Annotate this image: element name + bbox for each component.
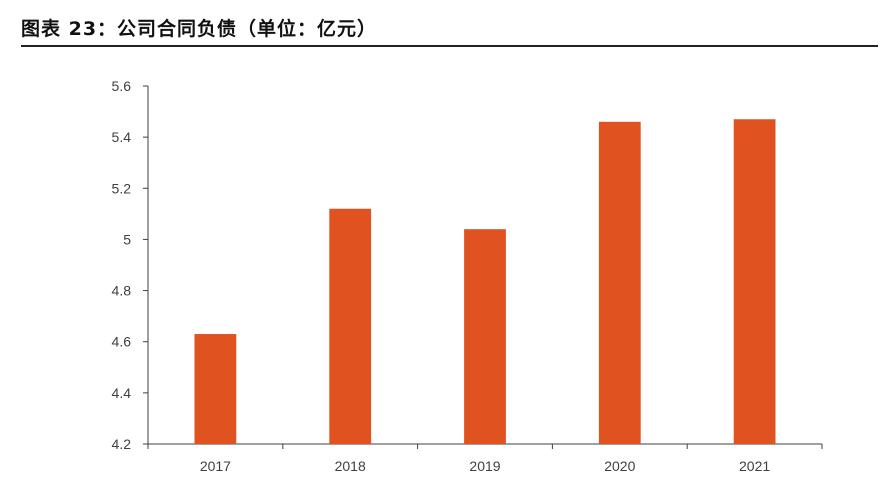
bar — [598, 121, 641, 445]
y-tick-label: 5.6 — [112, 78, 132, 94]
x-tick-label: 2017 — [200, 458, 231, 474]
y-tick-label: 4.8 — [112, 283, 132, 299]
figure-title: 图表 23：公司合同负债（单位：亿元） — [21, 18, 378, 40]
y-tick-label: 4.6 — [112, 334, 132, 350]
title-divider — [21, 45, 878, 47]
y-tick-label: 5.4 — [112, 129, 132, 145]
bars — [194, 119, 776, 445]
bar — [733, 119, 776, 444]
x-tick-label: 2020 — [604, 458, 635, 474]
bar — [329, 208, 372, 444]
x-tick-label: 2018 — [335, 458, 366, 474]
x-tick-label: 2021 — [739, 458, 770, 474]
bar — [464, 229, 506, 444]
bar — [194, 334, 237, 444]
y-tick-label: 4.4 — [112, 385, 132, 401]
y-tick-label: 5 — [123, 231, 131, 247]
y-tick-label: 5.2 — [112, 180, 132, 196]
x-axis: 2017 2018 2019 2020 2021 — [147, 443, 823, 474]
x-tick-label: 2019 — [469, 458, 500, 474]
y-axis: 4.2 4.4 4.6 4.8 5 5.2 5.4 5.6 — [112, 78, 149, 452]
y-tick-label: 4.2 — [112, 436, 132, 452]
